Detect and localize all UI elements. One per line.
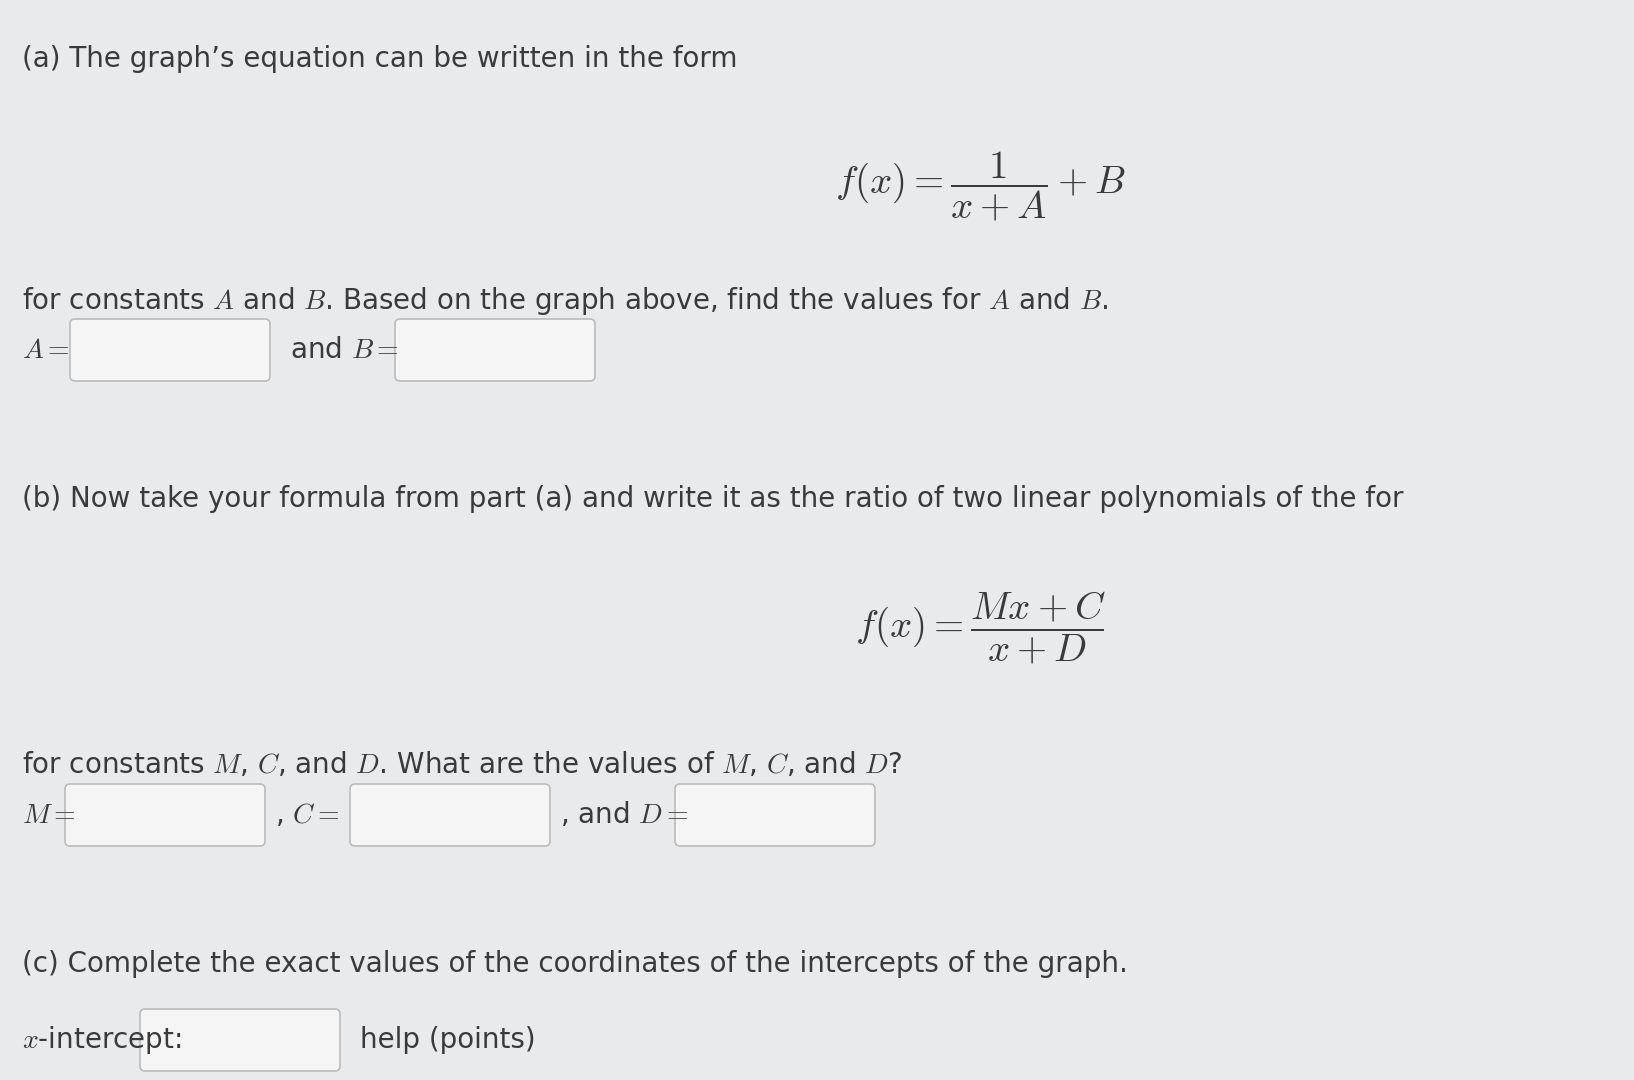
Text: and $B =$: and $B =$	[289, 336, 399, 364]
Text: $f(x) = \dfrac{1}{x + A} + B$: $f(x) = \dfrac{1}{x + A} + B$	[835, 150, 1126, 224]
FancyBboxPatch shape	[141, 1009, 340, 1071]
Text: help (points): help (points)	[359, 1026, 536, 1054]
Text: for constants $M$, $C$, and $D$. What are the values of $M$, $C$, and $D$?: for constants $M$, $C$, and $D$. What ar…	[21, 750, 902, 779]
Text: $x$-intercept:: $x$-intercept:	[21, 1024, 181, 1056]
FancyBboxPatch shape	[70, 319, 270, 381]
FancyBboxPatch shape	[675, 784, 874, 846]
Text: for constants $A$ and $B$. Based on the graph above, find the values for $A$ and: for constants $A$ and $B$. Based on the …	[21, 285, 1108, 318]
FancyBboxPatch shape	[395, 319, 595, 381]
Text: (b) Now take your formula from part (a) and write it as the ratio of two linear : (b) Now take your formula from part (a) …	[21, 485, 1404, 513]
Text: $f(x) = \dfrac{Mx + C}{x + D}$: $f(x) = \dfrac{Mx + C}{x + D}$	[855, 590, 1106, 666]
FancyBboxPatch shape	[65, 784, 265, 846]
Text: , and $D =$: , and $D =$	[560, 800, 688, 829]
Text: $M =$: $M =$	[21, 801, 75, 829]
Text: , $C =$: , $C =$	[275, 801, 340, 829]
Text: $A = $: $A = $	[21, 336, 70, 364]
Text: (a) The graph’s equation can be written in the form: (a) The graph’s equation can be written …	[21, 45, 737, 73]
Text: (c) Complete the exact values of the coordinates of the intercepts of the graph.: (c) Complete the exact values of the coo…	[21, 950, 1127, 978]
FancyBboxPatch shape	[350, 784, 551, 846]
